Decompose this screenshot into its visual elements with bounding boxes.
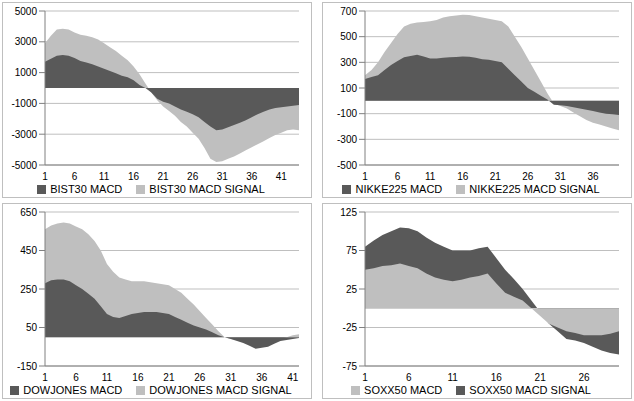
svg-text:31: 31 bbox=[555, 171, 567, 182]
svg-text:5000: 5000 bbox=[15, 6, 38, 17]
svg-text:6: 6 bbox=[73, 372, 79, 383]
svg-text:21: 21 bbox=[535, 372, 547, 383]
svg-text:1: 1 bbox=[362, 171, 368, 182]
svg-text:6: 6 bbox=[406, 372, 412, 383]
svg-text:-100: -100 bbox=[337, 108, 357, 119]
svg-text:16: 16 bbox=[128, 171, 140, 182]
svg-text:36: 36 bbox=[587, 171, 599, 182]
svg-text:-5000: -5000 bbox=[11, 160, 37, 171]
svg-text:125: 125 bbox=[340, 207, 357, 218]
svg-text:100: 100 bbox=[340, 83, 357, 94]
svg-text:75: 75 bbox=[346, 245, 358, 256]
svg-text:16: 16 bbox=[491, 372, 503, 383]
html-text:NIKKE225 MACD SIGNAL: NIKKE225 MACD SIGNAL bbox=[469, 183, 600, 195]
svg-text:16: 16 bbox=[457, 171, 469, 182]
svg-text:26: 26 bbox=[194, 372, 206, 383]
svg-text:-1000: -1000 bbox=[11, 98, 37, 109]
svg-text:50: 50 bbox=[26, 322, 38, 333]
html-text:DOWJONES MACD SIGNAL: DOWJONES MACD SIGNAL bbox=[149, 384, 292, 396]
html-text:SOXX50 MACD SIGNAL: SOXX50 MACD SIGNAL bbox=[469, 384, 591, 396]
svg-text:16: 16 bbox=[132, 372, 144, 383]
svg-text:1: 1 bbox=[42, 171, 48, 182]
svg-text:31: 31 bbox=[225, 372, 237, 383]
svg-text:21: 21 bbox=[163, 372, 175, 383]
svg-text:1: 1 bbox=[362, 372, 368, 383]
svg-text:650: 650 bbox=[20, 207, 37, 218]
html-text:BIST30 MACD SIGNAL: BIST30 MACD SIGNAL bbox=[149, 183, 265, 195]
svg-text:36: 36 bbox=[256, 372, 268, 383]
svg-text:-500: -500 bbox=[337, 160, 357, 171]
html-text:BIST30 MACD: BIST30 MACD bbox=[50, 183, 123, 195]
svg-text:6: 6 bbox=[395, 171, 401, 182]
svg-text:26: 26 bbox=[187, 171, 199, 182]
svg-text:1: 1 bbox=[42, 372, 48, 383]
svg-text:-3000: -3000 bbox=[11, 129, 37, 140]
svg-text:36: 36 bbox=[246, 171, 258, 182]
svg-text:21: 21 bbox=[158, 171, 170, 182]
svg-text:-75: -75 bbox=[343, 361, 358, 372]
svg-text:25: 25 bbox=[346, 284, 358, 295]
svg-text:11: 11 bbox=[99, 171, 110, 182]
svg-text:500: 500 bbox=[340, 31, 357, 42]
svg-text:3000: 3000 bbox=[15, 36, 38, 47]
svg-text:11: 11 bbox=[447, 372, 458, 383]
svg-text:41: 41 bbox=[287, 372, 299, 383]
html-text:DOWJONES MACD: DOWJONES MACD bbox=[23, 384, 123, 396]
svg-text:-25: -25 bbox=[343, 322, 358, 333]
svg-text:-150: -150 bbox=[17, 361, 37, 372]
svg-text:-300: -300 bbox=[337, 134, 357, 145]
svg-text:21: 21 bbox=[490, 171, 502, 182]
svg-text:26: 26 bbox=[578, 372, 590, 383]
svg-text:41: 41 bbox=[276, 171, 288, 182]
svg-text:700: 700 bbox=[340, 6, 357, 17]
svg-text:1000: 1000 bbox=[15, 67, 38, 78]
svg-text:11: 11 bbox=[102, 372, 113, 383]
html-text:NIKKE225 MACD: NIKKE225 MACD bbox=[355, 183, 443, 195]
svg-text:6: 6 bbox=[72, 171, 78, 182]
svg-text:11: 11 bbox=[425, 171, 436, 182]
svg-text:450: 450 bbox=[20, 245, 37, 256]
html-text:SOXX50 MACD: SOXX50 MACD bbox=[364, 384, 443, 396]
svg-text:250: 250 bbox=[20, 284, 37, 295]
svg-text:300: 300 bbox=[340, 57, 357, 68]
svg-text:31: 31 bbox=[217, 171, 229, 182]
svg-text:26: 26 bbox=[522, 171, 534, 182]
